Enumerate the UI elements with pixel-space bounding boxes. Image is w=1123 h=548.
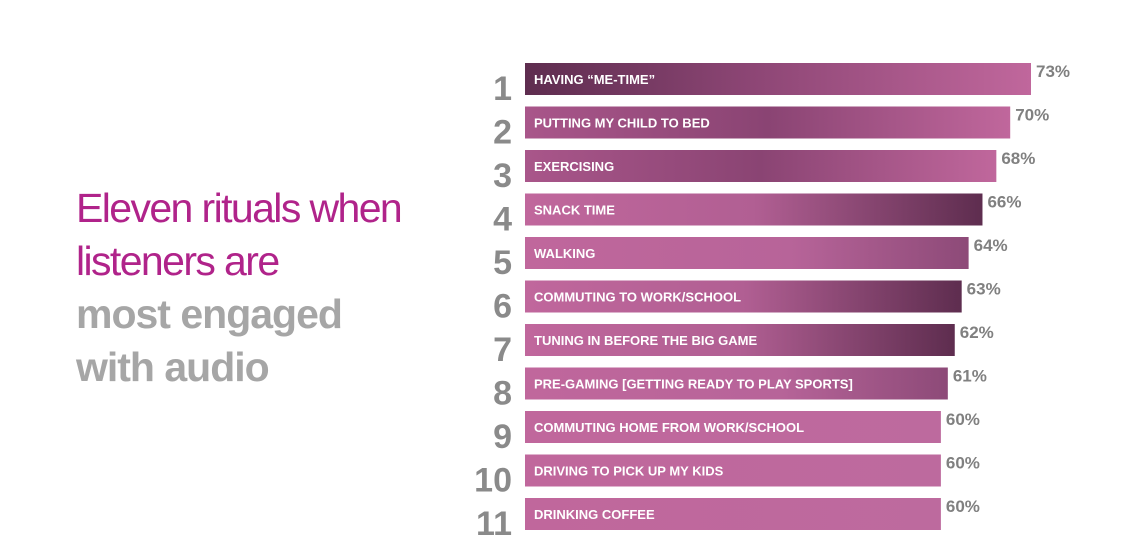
headline-line-4: with audio — [76, 344, 270, 390]
bar-label-11: DRINKING COFFEE — [534, 507, 655, 522]
bar-label-2: PUTTING MY CHILD TO BED — [534, 116, 710, 131]
rank-label-6: 6 — [493, 288, 512, 326]
value-label-1: 73% — [1036, 62, 1070, 81]
bar-2 — [525, 106, 1011, 139]
bar-label-1: HAVING “ME-TIME” — [534, 72, 655, 87]
bar-label-6: COMMUTING TO WORK/SCHOOL — [534, 290, 741, 305]
headline-line-1: Eleven rituals when — [76, 185, 403, 231]
bar-9 — [525, 411, 941, 443]
bar-4 — [525, 193, 983, 226]
value-label-7: 62% — [960, 323, 994, 342]
value-label-3: 68% — [1001, 149, 1035, 168]
bar-label-9: COMMUTING HOME FROM WORK/SCHOOL — [534, 420, 804, 435]
bar-8 — [525, 367, 948, 400]
bar-10 — [525, 454, 941, 487]
bar-label-8: PRE-GAMING [GETTING READY TO PLAY SPORTS… — [534, 377, 853, 392]
rank-label-10: 10 — [474, 462, 512, 500]
rank-label-1: 1 — [493, 70, 512, 108]
headline: Eleven rituals when listeners are most e… — [76, 182, 476, 394]
rank-label-4: 4 — [493, 201, 512, 239]
bar-label-4: SNACK TIME — [534, 203, 615, 218]
bar-label-5: WALKING — [534, 246, 595, 261]
value-label-6: 63% — [967, 280, 1001, 299]
rank-label-2: 2 — [493, 114, 512, 152]
bar-6 — [525, 280, 962, 313]
headline-line-3: most engaged — [76, 291, 343, 337]
value-label-11: 60% — [946, 497, 980, 516]
value-label-2: 70% — [1015, 106, 1049, 125]
headline-line-2: listeners are — [76, 238, 280, 284]
bar-label-3: EXERCISING — [534, 159, 614, 174]
value-label-4: 66% — [987, 193, 1021, 212]
value-label-5: 64% — [974, 236, 1008, 255]
bar-3 — [525, 150, 997, 182]
rank-label-7: 7 — [493, 331, 512, 369]
rank-label-3: 3 — [493, 157, 512, 195]
bar-label-7: TUNING IN BEFORE THE BIG GAME — [534, 333, 758, 348]
bar-11 — [525, 498, 941, 530]
rank-label-5: 5 — [493, 244, 512, 282]
rank-label-11: 11 — [476, 505, 512, 543]
bar-1 — [525, 63, 1031, 95]
bar-7 — [525, 324, 955, 356]
bar-5 — [525, 237, 969, 269]
value-label-9: 60% — [946, 410, 980, 429]
value-label-10: 60% — [946, 454, 980, 473]
rank-label-8: 8 — [493, 375, 512, 413]
bar-label-10: DRIVING TO PICK UP MY KIDS — [534, 464, 724, 479]
rank-label-9: 9 — [493, 418, 512, 456]
value-label-8: 61% — [953, 367, 987, 386]
